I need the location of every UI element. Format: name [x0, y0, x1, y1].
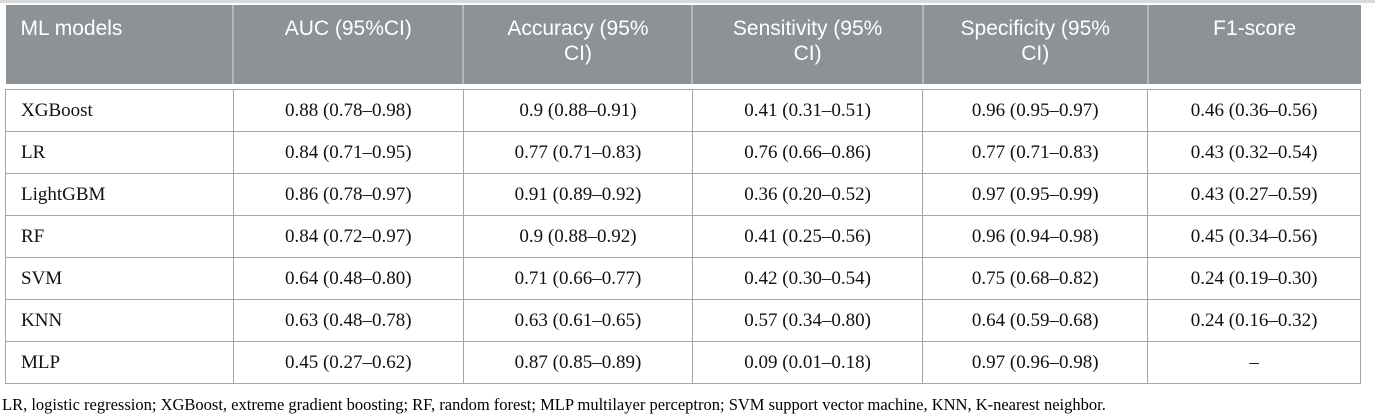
accuracy-cell: 0.87 (0.85–0.89) [462, 341, 693, 384]
specificity-cell: 0.96 (0.94–0.98) [922, 215, 1149, 258]
auc-cell: 0.88 (0.78–0.98) [232, 89, 464, 132]
model-name-cell: LightGBM [5, 173, 234, 216]
sensitivity-cell: 0.36 (0.20–0.52) [691, 173, 924, 216]
specificity-cell: 0.75 (0.68–0.82) [922, 257, 1149, 300]
f1-score-cell: 0.24 (0.16–0.32) [1147, 299, 1361, 342]
specificity-cell: 0.64 (0.59–0.68) [922, 299, 1149, 342]
sensitivity-cell: 0.57 (0.34–0.80) [691, 299, 924, 342]
header-f1-score: F1-score [1146, 5, 1361, 84]
abbreviations-footnote: LR, logistic regression; XGBoost, extrem… [2, 395, 1106, 414]
model-name-cell: MLP [5, 341, 234, 384]
accuracy-cell: 0.91 (0.89–0.92) [462, 173, 693, 216]
table-row-svm: SVM 0.64 (0.48–0.80) 0.71 (0.66–0.77) 0.… [5, 257, 1361, 300]
model-name-cell: XGBoost [5, 89, 234, 132]
auc-cell: 0.84 (0.72–0.97) [232, 215, 464, 258]
f1-score-cell: 0.46 (0.36–0.56) [1147, 89, 1361, 132]
specificity-cell: 0.96 (0.95–0.97) [922, 89, 1149, 132]
auc-cell: 0.63 (0.48–0.78) [232, 299, 464, 342]
f1-score-cell: – [1147, 341, 1361, 384]
auc-cell: 0.45 (0.27–0.62) [232, 341, 464, 384]
f1-score-cell: 0.45 (0.34–0.56) [1147, 215, 1361, 258]
auc-cell: 0.86 (0.78–0.97) [232, 173, 464, 216]
header-accuracy: Accuracy (95% CI) [462, 5, 693, 84]
specificity-cell: 0.97 (0.95–0.99) [922, 173, 1149, 216]
header-specificity: Specificity (95% CI) [921, 5, 1148, 84]
model-name-cell: RF [5, 215, 234, 258]
sensitivity-cell: 0.09 (0.01–0.18) [691, 341, 924, 384]
model-name-cell: SVM [5, 257, 234, 300]
sensitivity-cell: 0.41 (0.31–0.51) [691, 89, 924, 132]
header-ml-models: ML models [5, 5, 234, 84]
header-label: ML models [20, 17, 123, 40]
header-label: Accuracy (95% CI) [507, 17, 649, 65]
specificity-cell: 0.77 (0.71–0.83) [922, 131, 1149, 174]
model-name-cell: LR [5, 131, 234, 174]
table-row-knn: KNN 0.63 (0.48–0.78) 0.63 (0.61–0.65) 0.… [5, 299, 1361, 342]
header-auc: AUC (95%CI) [232, 5, 464, 84]
table-row-rf: RF 0.84 (0.72–0.97) 0.9 (0.88–0.92) 0.41… [5, 215, 1361, 258]
auc-cell: 0.84 (0.71–0.95) [232, 131, 464, 174]
top-strip [0, 0, 1375, 3]
ml-metrics-table: ML models AUC (95%CI) Accuracy (95% CI) … [5, 5, 1361, 384]
header-label: F1-score [1213, 17, 1297, 40]
f1-score-cell: 0.24 (0.19–0.30) [1147, 257, 1361, 300]
f1-score-cell: 0.43 (0.32–0.54) [1147, 131, 1361, 174]
auc-cell: 0.64 (0.48–0.80) [232, 257, 464, 300]
accuracy-cell: 0.77 (0.71–0.83) [462, 131, 693, 174]
sensitivity-cell: 0.42 (0.30–0.54) [691, 257, 924, 300]
accuracy-cell: 0.9 (0.88–0.91) [462, 89, 693, 132]
accuracy-cell: 0.9 (0.88–0.92) [462, 215, 693, 258]
accuracy-cell: 0.63 (0.61–0.65) [462, 299, 693, 342]
header-body-gap [5, 84, 1361, 90]
table-row-lightgbm: LightGBM 0.86 (0.78–0.97) 0.91 (0.89–0.9… [5, 173, 1361, 216]
table-row-xgboost: XGBoost 0.88 (0.78–0.98) 0.9 (0.88–0.91)… [5, 89, 1361, 132]
header-label: AUC (95%CI) [284, 17, 412, 40]
sensitivity-cell: 0.76 (0.66–0.86) [691, 131, 924, 174]
model-name-cell: KNN [5, 299, 234, 342]
accuracy-cell: 0.71 (0.66–0.77) [462, 257, 693, 300]
specificity-cell: 0.97 (0.96–0.98) [922, 341, 1149, 384]
header-row: ML models AUC (95%CI) Accuracy (95% CI) … [5, 5, 1361, 84]
header-label: Specificity (95% CI) [960, 17, 1110, 65]
table-row-mlp: MLP 0.45 (0.27–0.62) 0.87 (0.85–0.89) 0.… [5, 341, 1361, 384]
f1-score-cell: 0.43 (0.27–0.59) [1147, 173, 1361, 216]
header-sensitivity: Sensitivity (95% CI) [691, 5, 923, 84]
header-label: Sensitivity (95% CI) [732, 17, 883, 65]
sensitivity-cell: 0.41 (0.25–0.56) [691, 215, 924, 258]
table-row-lr: LR 0.84 (0.71–0.95) 0.77 (0.71–0.83) 0.7… [5, 131, 1361, 174]
